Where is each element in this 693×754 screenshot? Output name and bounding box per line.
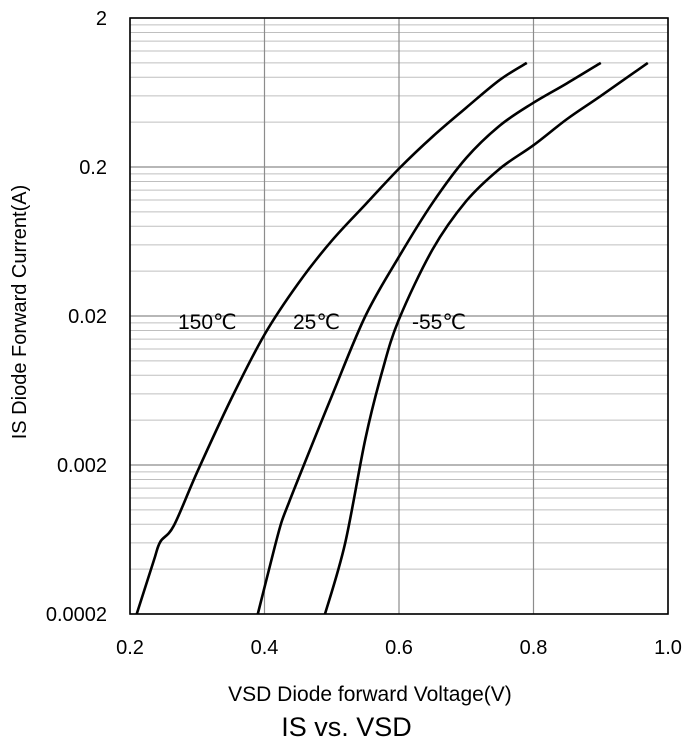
plot-frame — [129, 17, 669, 615]
series-label: 150℃ — [178, 311, 237, 334]
chart-title: IS vs. VSD — [281, 712, 412, 742]
x-tick-label: 0.2 — [116, 637, 144, 659]
x-tick-label: 1.0 — [654, 637, 682, 659]
series-label: -55℃ — [412, 311, 466, 334]
x-tick-label: 0.8 — [520, 637, 548, 659]
x-axis-label: VSD Diode forward Voltage(V) — [228, 683, 512, 706]
y-tick-label: 0.2 — [79, 157, 107, 179]
y-axis-label: IS Diode Forward Current(A) — [9, 185, 31, 440]
y-tick-label: 0.02 — [68, 306, 107, 328]
y-tick-label: 2 — [96, 8, 107, 30]
x-tick-label: 0.4 — [251, 637, 279, 659]
y-tick-label: 0.002 — [57, 455, 107, 477]
series-line-2 — [256, 61, 602, 615]
series-label: 25℃ — [293, 311, 340, 334]
y-tick-label: 0.0002 — [46, 604, 107, 626]
series-line-3 — [323, 61, 649, 615]
x-tick-label: 0.6 — [385, 637, 413, 659]
series-line-1 — [135, 61, 528, 615]
